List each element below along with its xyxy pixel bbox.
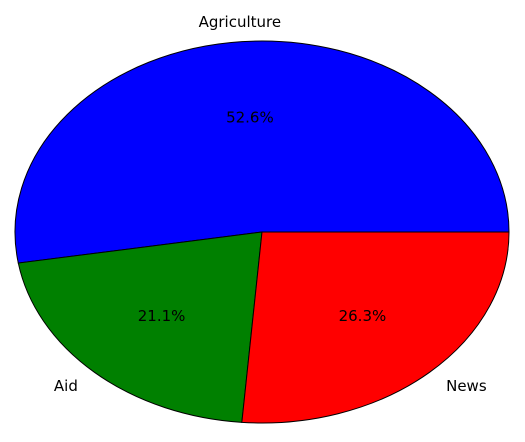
slice-label-aid: Aid (54, 377, 78, 395)
slice-percent-agriculture: 52.6% (226, 108, 274, 126)
slice-label-news: News (446, 377, 487, 395)
slice-percent-news: 26.3% (339, 307, 387, 325)
pie-labels: Agriculture 52.6% Aid 21.1% News 26.3% (54, 13, 487, 395)
pie-slice-agriculture (14, 40, 510, 264)
slice-percent-aid: 21.1% (138, 307, 186, 325)
pie-slice-aid (17, 231, 263, 423)
pie-slices (14, 40, 510, 424)
pie-slice-news (241, 231, 510, 424)
slice-label-agriculture: Agriculture (199, 13, 282, 31)
